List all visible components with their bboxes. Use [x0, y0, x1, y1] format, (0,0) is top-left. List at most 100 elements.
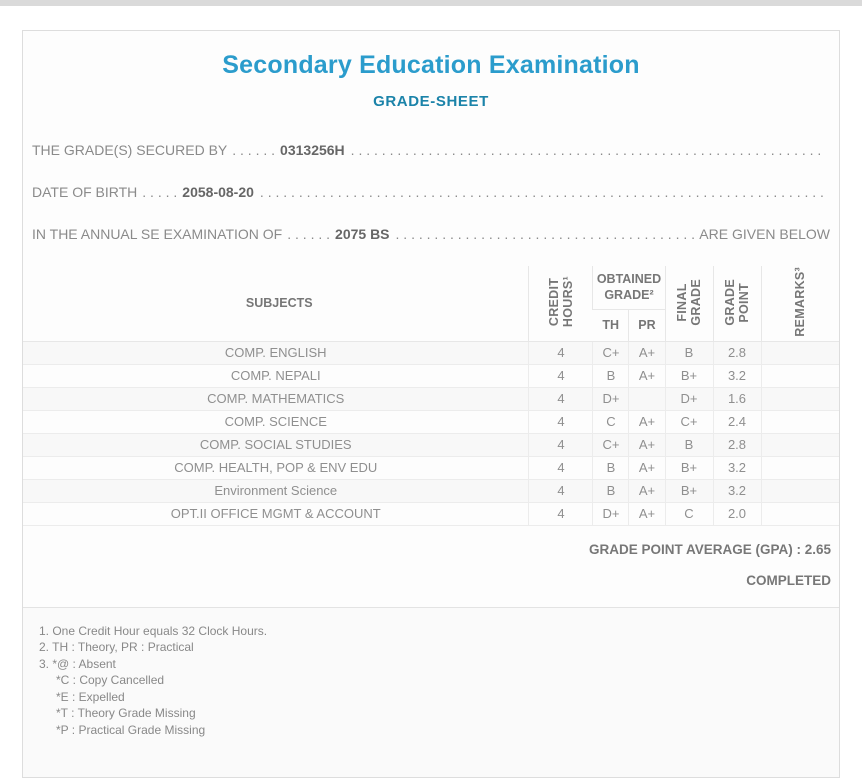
remarks-vertical-text: REMARKS³ [793, 267, 807, 337]
cell-final: B [664, 341, 713, 365]
cell-remarks [760, 502, 839, 526]
column-header-remarks: REMARKS³ [760, 266, 839, 342]
cell-credit: 4 [528, 341, 593, 365]
cell-final: C [664, 502, 713, 526]
title-block: Secondary Education Examination GRADE-SH… [23, 31, 839, 110]
footnote-subitem: *P : Practical Grade Missing [56, 722, 206, 737]
column-header-grade-point: GRADE POINT [712, 266, 761, 342]
final-grade-vertical-text: FINAL GRADE [675, 279, 703, 326]
symbol-number-value: 0313256H [280, 142, 345, 158]
footnote-item: 2. TH : Theory, PR : Practical [39, 640, 194, 655]
cell-remarks [760, 456, 839, 480]
final-grade-line1: FINAL [675, 282, 689, 322]
cell-th: C [592, 410, 629, 434]
cell-subject: COMP. MATHEMATICS [23, 387, 529, 411]
column-header-pr: PR [628, 309, 665, 342]
cell-credit: 4 [528, 456, 593, 480]
cell-pr [628, 387, 665, 411]
table-row: COMP. MATHEMATICS 4 D+ D+ 1.6 [23, 387, 839, 411]
cell-final: B+ [664, 456, 713, 480]
grade-table-body: COMP. ENGLISH 4 C+ A+ B 2.8 COMP. NEPALI 4 B A+ B+… [23, 341, 839, 526]
grades-table: SUBJECTS CREDIT HOURS¹ OBTAINED GRADE² F [23, 266, 839, 526]
cell-th: C+ [592, 341, 629, 365]
cell-remarks [760, 341, 839, 365]
cell-credit: 4 [528, 387, 593, 411]
final-grade-line2: GRADE [689, 278, 703, 326]
grade-point-line2: POINT [737, 282, 751, 322]
table-row: COMP. SOCIAL STUDIES 4 C+ A+ B 2.8 [23, 433, 839, 457]
cell-credit: 4 [528, 410, 593, 434]
cell-credit: 4 [528, 479, 593, 503]
footnotes-panel: 1. One Credit Hour equals 32 Clock Hours… [23, 606, 839, 777]
credit-hours-vertical-text: CREDIT HOURS¹ [547, 276, 575, 327]
cell-final: B [664, 433, 713, 457]
cell-th: D+ [592, 502, 629, 526]
column-header-th: TH [592, 309, 629, 342]
grades-table-wrap: SUBJECTS CREDIT HOURS¹ OBTAINED GRADE² F [23, 266, 839, 526]
cell-th: C+ [592, 433, 629, 457]
footnote-item: 1. One Credit Hour equals 32 Clock Hours… [39, 623, 268, 638]
cell-remarks [760, 387, 839, 411]
cell-pr: A+ [628, 341, 665, 365]
cell-gp: 2.4 [712, 410, 761, 434]
leader-dots: . . . . . . . . . . . . . . . . . . . . … [259, 184, 825, 200]
grade-point-vertical-text: GRADE POINT [723, 279, 751, 326]
cell-final: B+ [664, 479, 713, 503]
table-row: COMP. NEPALI 4 B A+ B+ 3.2 [23, 364, 839, 388]
exam-year-value: 2075 BS [335, 226, 390, 242]
column-header-subjects: SUBJECTS [23, 266, 529, 342]
cell-gp: 2.8 [712, 433, 761, 457]
cell-pr: A+ [628, 433, 665, 457]
obtained-grade-line2: GRADE² [604, 288, 654, 303]
cell-credit: 4 [528, 364, 593, 388]
dob-value: 2058-08-20 [182, 184, 254, 200]
info-line-date-of-birth: DATE OF BIRTH . . . . . 2058-08-20 . . .… [32, 182, 830, 202]
cell-gp: 3.2 [712, 479, 761, 503]
info-line-examination-year: IN THE ANNUAL SE EXAMINATION OF . . . . … [32, 224, 830, 244]
table-row: OPT.II OFFICE MGMT & ACCOUNT 4 D+ A+ C 2.0 [23, 502, 839, 526]
page-top-strip [0, 0, 862, 6]
cell-remarks [760, 433, 839, 457]
grade-point-line1: GRADE [723, 278, 737, 326]
cell-th: B [592, 364, 629, 388]
footnote-subitem: *C : Copy Cancelled [56, 673, 165, 688]
table-row: COMP. HEALTH, POP & ENV EDU 4 B A+ B+ 3.2 [23, 456, 839, 480]
cell-pr: A+ [628, 364, 665, 388]
cell-final: C+ [664, 410, 713, 434]
cell-final: D+ [664, 387, 713, 411]
cell-gp: 2.0 [712, 502, 761, 526]
secured-by-label: THE GRADE(S) SECURED BY [32, 142, 228, 158]
obtained-grade-line1: OBTAINED [596, 272, 662, 287]
cell-pr: A+ [628, 502, 665, 526]
cell-subject: COMP. ENGLISH [23, 341, 529, 365]
footnote-subitem: *E : Expelled [56, 689, 125, 704]
remarks-line1: REMARKS³ [793, 267, 808, 337]
footnote-item: 3. *@ : Absent [39, 656, 116, 671]
leader-dots: . . . . . [142, 184, 178, 200]
footnote-subitem: *T : Theory Grade Missing [56, 706, 196, 721]
cell-remarks [760, 479, 839, 503]
cell-final: B+ [664, 364, 713, 388]
column-header-obtained-grade: OBTAINED GRADE² [592, 266, 665, 310]
page-title: Secondary Education Examination [222, 51, 640, 79]
cell-pr: A+ [628, 456, 665, 480]
cell-credit: 4 [528, 433, 593, 457]
dob-label: DATE OF BIRTH [32, 184, 138, 200]
grade-sheet-card: Secondary Education Examination GRADE-SH… [22, 30, 840, 778]
cell-subject: Environment Science [23, 479, 529, 503]
cell-remarks [760, 364, 839, 388]
page-subtitle: GRADE-SHEET [373, 93, 489, 110]
cell-remarks [760, 410, 839, 434]
exam-year-suffix: ARE GIVEN BELOW [699, 226, 830, 242]
leader-dots: . . . . . . [232, 142, 276, 158]
cell-pr: A+ [628, 479, 665, 503]
credit-hours-line1: CREDIT [546, 277, 561, 327]
cell-subject: COMP. HEALTH, POP & ENV EDU [23, 456, 529, 480]
info-line-secured-by: THE GRADE(S) SECURED BY . . . . . . 0313… [32, 140, 830, 160]
leader-dots: . . . . . . [287, 226, 331, 242]
table-row: COMP. ENGLISH 4 C+ A+ B 2.8 [23, 341, 839, 365]
gpa-value: GRADE POINT AVERAGE (GPA) : 2.65 [588, 541, 831, 557]
column-header-credit-hours: CREDIT HOURS¹ [528, 266, 593, 342]
summary-block: GRADE POINT AVERAGE (GPA) : 2.65 COMPLET… [23, 526, 839, 598]
table-row: Environment Science 4 B A+ B+ 3.2 [23, 479, 839, 503]
